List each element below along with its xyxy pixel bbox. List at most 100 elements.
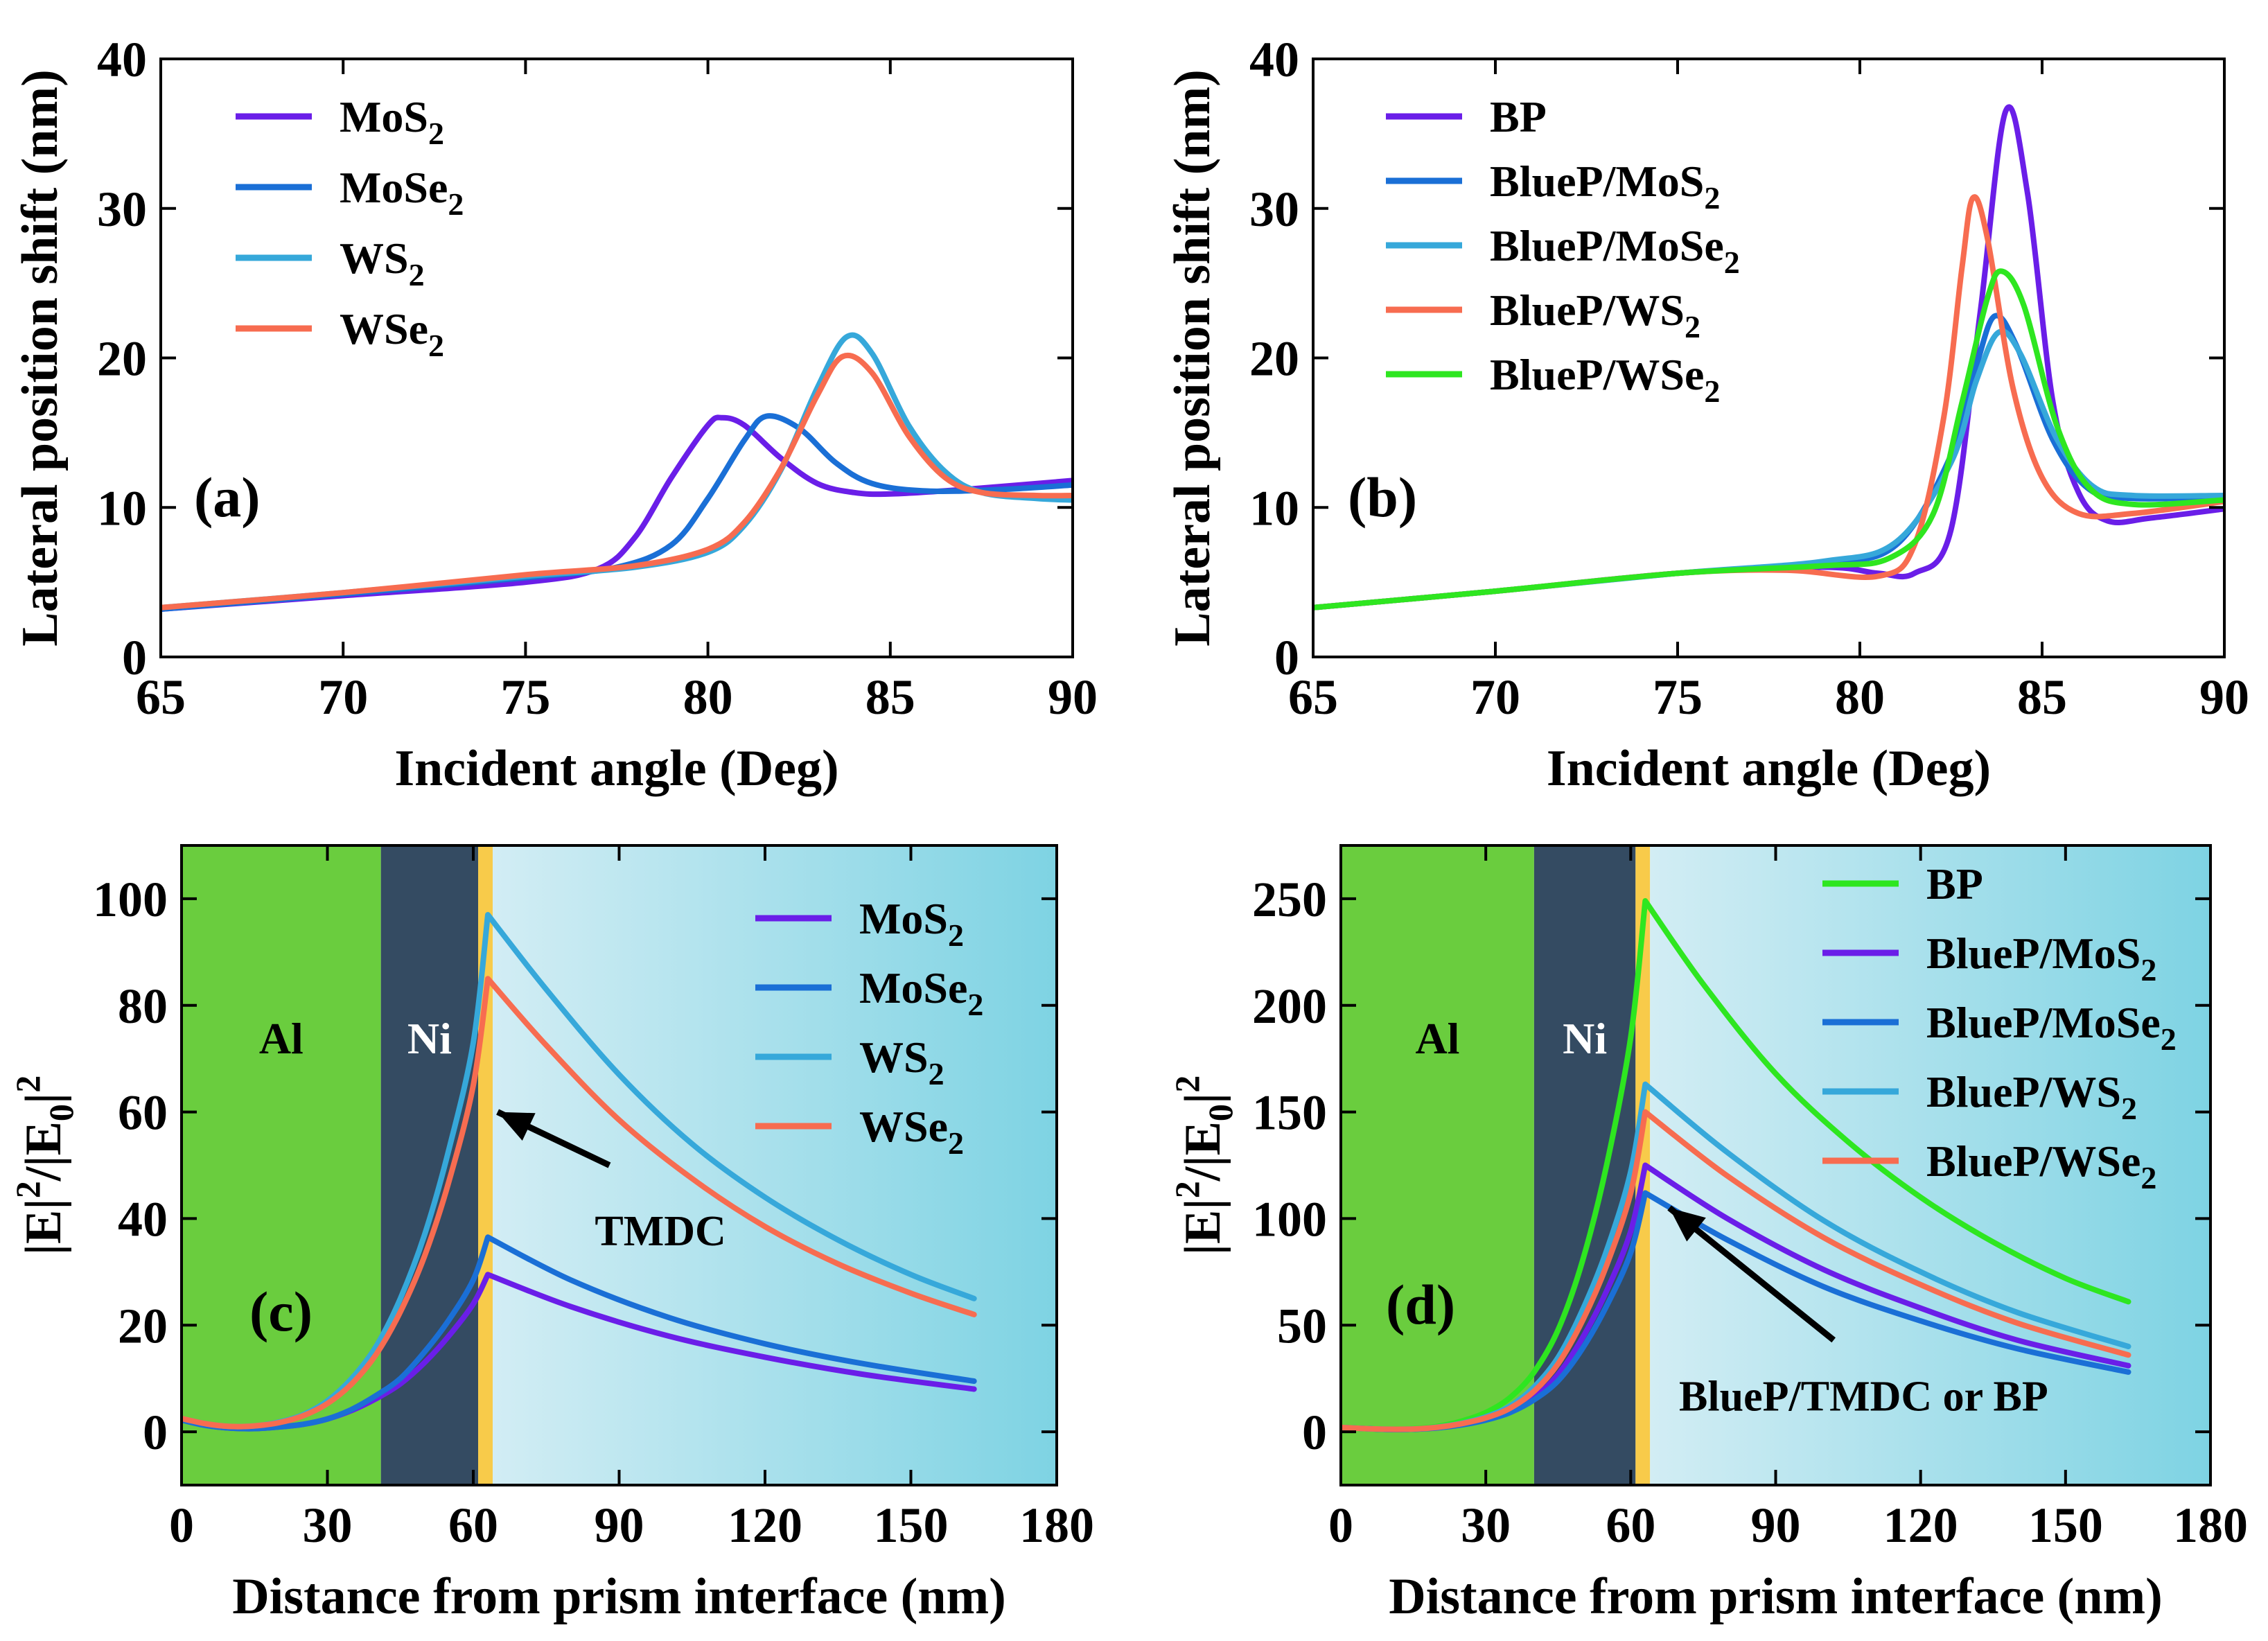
series-line-bluep-wse2	[1341, 1109, 2131, 1432]
legend-label: MoSe2	[859, 963, 983, 1022]
layer-label-al: Al	[259, 1014, 304, 1063]
annotation-text: TMDC	[595, 1208, 726, 1255]
panel-b: 65 70 75 80 85 90 0 10 20 30 40 Incident angle (Deg…	[1164, 32, 2249, 797]
legend-label: BlueP/MoSe2	[1926, 998, 2177, 1057]
series-line-wse2	[161, 352, 1073, 611]
panel-d: Al Ni 0 30 60 90 120 150 180 0 50 100 150 200 250 Dista…	[1168, 844, 2248, 1625]
legend-label: WSe2	[340, 304, 444, 363]
panel-label: (d)	[1386, 1273, 1455, 1336]
series-line-bluep-ws2	[1313, 194, 2224, 611]
panel-a: 65 70 75 80 85 90 0 10 20 30 40 Incident angle (Deg…	[12, 32, 1098, 797]
x-axis-label: Distance from prism interface (nm)	[1389, 1568, 2163, 1625]
y-tick-label: 20	[1249, 331, 1299, 387]
x-tick-label: 150	[2028, 1498, 2103, 1553]
x-tick-label: 65	[136, 669, 186, 725]
y-tick-label: 10	[1249, 480, 1299, 536]
layer-label-ni: Ni	[407, 1014, 452, 1063]
x-tick-label: 90	[2199, 669, 2249, 725]
x-tick-label: 30	[1461, 1498, 1511, 1553]
legend-label: MoS2	[340, 92, 444, 151]
x-tick-label: 85	[2017, 669, 2067, 725]
legend-label: BlueP/WS2	[1490, 286, 1700, 344]
x-tick-label: 90	[1751, 1498, 1801, 1553]
y-tick-label: 60	[118, 1085, 168, 1141]
y-tick-label: 80	[118, 979, 168, 1034]
x-tick-label: 80	[683, 669, 733, 725]
y-tick-label: 150	[1252, 1085, 1327, 1141]
x-tick-label: 75	[1653, 669, 1703, 725]
annotation-arrowhead	[1669, 1208, 1706, 1242]
y-tick-label: 0	[1274, 630, 1299, 685]
x-tick-label: 60	[448, 1498, 498, 1553]
series-line-wse2	[182, 976, 977, 1430]
series-line-mose2	[161, 413, 1073, 612]
y-tick-label: 100	[1252, 1191, 1327, 1247]
y-axis-label: |E|2/|E0|2	[8, 1076, 80, 1255]
y-tick-label: 100	[93, 872, 168, 927]
y-tick-label: 0	[1302, 1405, 1327, 1460]
series-line-mos2	[161, 414, 1073, 612]
legend-label: BlueP/WSe2	[1490, 350, 1720, 409]
y-tick-label: 30	[1249, 182, 1299, 237]
panel-label: (c)	[249, 1280, 313, 1343]
x-tick-label: 30	[303, 1498, 353, 1553]
x-tick-label: 90	[1048, 669, 1098, 725]
legend-label: BlueP/WS2	[1926, 1067, 2137, 1126]
y-tick-label: 0	[143, 1405, 168, 1460]
y-tick-label: 200	[1252, 979, 1327, 1034]
legend-label: WS2	[859, 1033, 944, 1091]
y-tick-label: 40	[97, 32, 147, 87]
x-tick-label: 180	[2173, 1498, 2248, 1553]
y-axis-label: |E|2/|E0|2	[1168, 1076, 1240, 1255]
panel-c: Al Ni 0 30 60 90 120 150 180 0 20 40 60 80 100 Distance…	[8, 844, 1094, 1625]
x-tick-label: 90	[595, 1498, 644, 1553]
x-tick-label: 85	[865, 669, 915, 725]
x-tick-label: 65	[1288, 669, 1338, 725]
legend-label: MoS2	[859, 894, 964, 953]
y-axis-label: Lateral position shift (nm)	[12, 69, 69, 647]
legend-label: WSe2	[859, 1102, 964, 1161]
panel-label: (a)	[194, 466, 261, 529]
x-tick-label: 70	[318, 669, 368, 725]
x-tick-label: 0	[1328, 1498, 1353, 1553]
x-tick-label: 0	[169, 1498, 194, 1553]
y-tick-label: 10	[97, 480, 147, 536]
x-axis-label: Distance from prism interface (nm)	[232, 1568, 1006, 1625]
y-tick-label: 30	[97, 182, 147, 237]
x-tick-label: 120	[728, 1498, 802, 1553]
legend-label: BlueP/MoS2	[1490, 157, 1720, 216]
annotation-arrowhead	[498, 1112, 536, 1141]
x-tick-label: 75	[500, 669, 550, 725]
legend-label: MoSe2	[340, 163, 464, 222]
layer-label-ni: Ni	[1563, 1014, 1607, 1063]
legend-label: WS2	[340, 234, 425, 292]
series-line-mose2	[182, 1234, 977, 1432]
x-axis-label: Incident angle (Deg)	[394, 740, 838, 797]
layer-region	[478, 845, 493, 1485]
layer-region	[182, 845, 381, 1485]
legend-label: BP	[1926, 859, 1983, 909]
panel-label: (b)	[1348, 466, 1417, 529]
y-tick-label: 20	[118, 1298, 168, 1353]
series-line-bluep-wse2	[1313, 268, 2224, 611]
annotation-arrow	[1667, 1205, 1836, 1343]
x-tick-label: 150	[874, 1498, 949, 1553]
x-tick-label: 70	[1470, 669, 1520, 725]
y-tick-label: 250	[1252, 872, 1327, 927]
legend-label: BlueP/WSe2	[1926, 1137, 2156, 1195]
x-tick-label: 180	[1019, 1498, 1094, 1553]
legend-label: BP	[1490, 92, 1547, 141]
legend-label: BlueP/MoSe2	[1490, 221, 1740, 280]
layer-label-al: Al	[1415, 1014, 1459, 1063]
x-tick-label: 60	[1606, 1498, 1655, 1553]
y-tick-label: 40	[118, 1191, 168, 1247]
x-tick-label: 80	[1835, 669, 1885, 725]
legend-label: BlueP/MoS2	[1926, 929, 2156, 988]
y-tick-label: 20	[97, 331, 147, 387]
y-tick-label: 0	[122, 630, 147, 685]
x-tick-label: 120	[1883, 1498, 1958, 1553]
y-tick-label: 40	[1249, 32, 1299, 87]
y-axis-label: Lateral position shift (nm)	[1164, 69, 1221, 647]
y-tick-label: 50	[1277, 1298, 1327, 1353]
